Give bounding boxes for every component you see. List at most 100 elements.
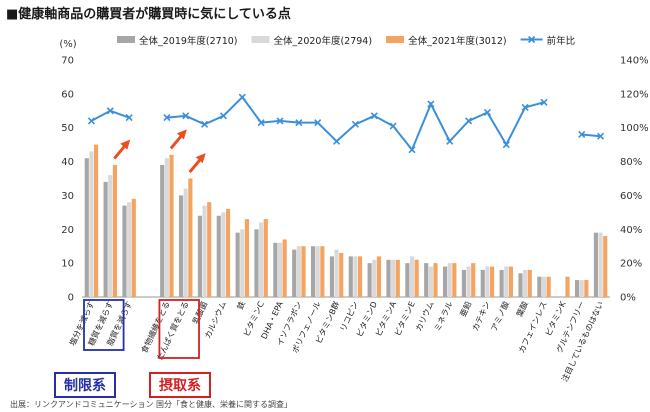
- bar-1: [367, 263, 372, 297]
- bar-1: [254, 229, 259, 297]
- y-tick-label-left: 30: [61, 191, 74, 202]
- bar-2: [89, 151, 94, 297]
- bar-1: [310, 246, 316, 297]
- bar-2: [164, 158, 169, 297]
- y-tick-label-right: 140%: [620, 56, 649, 67]
- ratio-marker: [276, 117, 284, 125]
- bar-1: [292, 249, 297, 297]
- bar-1: [329, 256, 334, 297]
- bar-1: [518, 273, 523, 297]
- bar-2: [598, 232, 603, 297]
- bar-2: [409, 256, 415, 297]
- bar-1: [593, 232, 598, 297]
- ratio-marker: [219, 112, 227, 120]
- y-tick-label-left: 0: [68, 293, 74, 304]
- bar-3: [301, 246, 306, 297]
- bar-1: [216, 215, 221, 297]
- bar-3: [433, 263, 438, 297]
- y-tick-label-left: 70: [61, 56, 74, 67]
- bar-2: [240, 229, 245, 297]
- ratio-marker: [446, 137, 454, 145]
- legend-swatch: [117, 36, 135, 43]
- bar-1: [197, 215, 202, 297]
- bar-3: [395, 259, 400, 297]
- y-tick-label-right: 40%: [620, 225, 642, 236]
- bar-2: [315, 246, 320, 297]
- y-tick-label-left: 60: [61, 89, 74, 100]
- y-tick-label-left: 40: [61, 157, 74, 168]
- increase-arrow-shaft: [113, 145, 126, 160]
- category-label: ミネラル: [433, 300, 455, 333]
- bar-1: [574, 280, 580, 297]
- ratio-marker: [521, 103, 529, 111]
- bar-1: [405, 263, 410, 297]
- bar-3: [414, 259, 419, 297]
- chart-legend: 全体_2019年度(2710) 全体_2020年度(2794) 全体_2021年度(…: [117, 35, 575, 47]
- bar-3: [508, 266, 514, 297]
- ratio-marker: [427, 100, 435, 108]
- increase-arrow-head: [120, 139, 131, 150]
- bar-3: [244, 219, 250, 297]
- bar-3: [452, 263, 457, 297]
- ratio-marker: [578, 130, 586, 139]
- bar-2: [447, 263, 452, 297]
- bar-2: [504, 266, 509, 297]
- bar-3: [584, 280, 589, 297]
- bar-1: [273, 242, 278, 297]
- legend-label: 前年比: [547, 35, 576, 47]
- bar-1: [461, 269, 466, 297]
- bar-3: [188, 178, 193, 297]
- category-label: アミノ酸: [489, 300, 512, 333]
- bar-2: [372, 259, 377, 297]
- bar-3: [112, 164, 118, 297]
- bar-2: [221, 212, 226, 297]
- increase-arrow-shaft: [169, 135, 183, 150]
- chart-bars: [84, 144, 608, 297]
- bar-2: [428, 266, 433, 297]
- y-tick-label-right: 120%: [620, 89, 649, 100]
- bar-2: [183, 188, 188, 297]
- ratio-marker: [408, 146, 416, 154]
- bar-2: [334, 249, 339, 297]
- ratio-marker: [257, 119, 265, 127]
- bar-2: [485, 266, 490, 297]
- chart-decorations: [83, 129, 206, 359]
- bar-3: [320, 246, 325, 297]
- y-tick-label-right: 0%: [620, 293, 636, 304]
- ratio-marker: [465, 117, 473, 125]
- ratio-line-segment: [90, 109, 130, 122]
- y-tick-label-right: 100%: [620, 123, 649, 134]
- bar-1: [103, 181, 108, 297]
- bar-2: [296, 246, 301, 297]
- category-label: 葉酸: [514, 300, 530, 319]
- ratio-marker: [540, 98, 548, 106]
- ratio-marker: [87, 117, 95, 125]
- y-axis-unit: (%): [59, 39, 76, 50]
- ratio-marker: [201, 120, 209, 128]
- bar-1: [122, 205, 127, 297]
- ratio-marker: [314, 119, 322, 127]
- bar-2: [259, 222, 264, 297]
- legend-swatch: [251, 36, 270, 43]
- ratio-marker: [333, 137, 341, 145]
- y-tick-label-right: 80%: [620, 157, 642, 168]
- legend-label: 全体_2020年度(2794): [274, 35, 373, 47]
- ratio-marker: [351, 120, 359, 128]
- legend-label: 全体_2021年度(3012): [408, 35, 507, 47]
- bar-1: [424, 263, 429, 297]
- ratio-line-segment: [581, 133, 601, 138]
- ratio-marker: [238, 93, 246, 101]
- increase-arrow-head: [195, 153, 206, 164]
- y-tick-label-left: 50: [61, 123, 74, 134]
- bar-3: [603, 236, 608, 297]
- category-label: 鉄: [235, 300, 247, 311]
- restrict-label-box: [83, 299, 125, 351]
- y-tick-label-left: 20: [61, 225, 74, 236]
- y-tick-label-left: 10: [61, 259, 74, 270]
- page-title: ■健康軸商品の購買者が購買時に気にしている点: [6, 7, 291, 22]
- bar-1: [235, 232, 240, 297]
- legend-label: 全体_2019年度(2710): [139, 35, 238, 47]
- y-tick-label-right: 60%: [620, 191, 642, 202]
- ratio-marker: [483, 108, 491, 117]
